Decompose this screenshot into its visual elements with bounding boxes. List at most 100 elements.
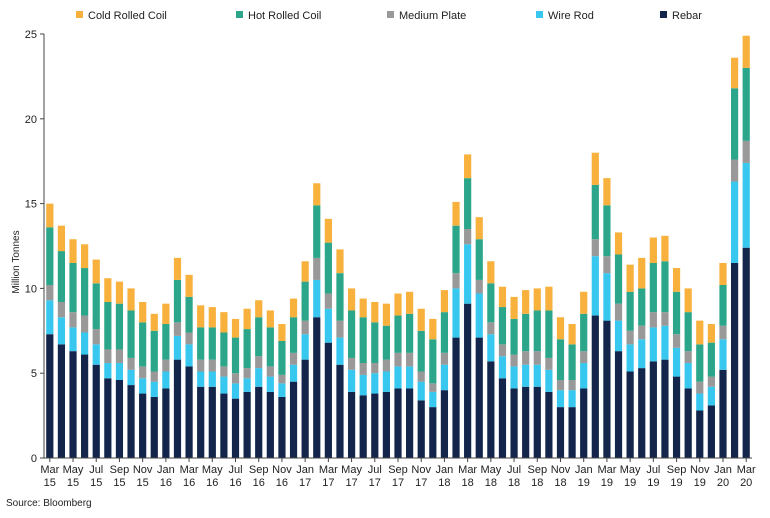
bar-rebar (417, 400, 425, 458)
source-note: Source: Bloomberg (6, 498, 92, 509)
bar-wire-rod (46, 300, 54, 335)
bar-wire-rod (719, 339, 727, 370)
bar-rebar (92, 364, 100, 458)
bar-medium-plate (406, 352, 414, 367)
bar-rebar (359, 395, 367, 458)
bar-rebar (382, 391, 390, 458)
bar-medium-plate (545, 357, 553, 370)
bar-wire-rod (452, 288, 460, 338)
bar-wire-rod (568, 390, 576, 408)
bar-cold-rolled-coil (243, 308, 251, 330)
bar-rebar (696, 410, 704, 458)
x-tick-label-month: Sep (667, 464, 687, 476)
bar-cold-rolled-coil (580, 291, 588, 314)
bar-hot-rolled-coil (545, 310, 553, 358)
x-tick-label-year: 18 (438, 477, 450, 489)
x-tick-label-year: 18 (531, 477, 543, 489)
bar-medium-plate (115, 349, 124, 364)
x-tick-label-year: 18 (508, 477, 520, 489)
bar-rebar (440, 390, 449, 458)
bar-rebar (510, 388, 518, 458)
bar-hot-rolled-coil (626, 291, 634, 331)
y-tick-label: 15 (25, 199, 37, 211)
bar-rebar (81, 354, 89, 458)
x-tick-label-month: Jan (714, 464, 732, 476)
x-tick-label-year: 19 (694, 477, 706, 489)
bars (46, 35, 750, 458)
bar-rebar (406, 388, 414, 458)
x-tick-label-year: 17 (392, 477, 404, 489)
bar-medium-plate (69, 312, 77, 328)
bar-medium-plate (81, 315, 89, 333)
bar-hot-rolled-coil (394, 315, 402, 353)
bar-rebar (719, 369, 727, 458)
bar-hot-rolled-coil (696, 344, 704, 382)
bar-rebar (231, 398, 240, 458)
bar-cold-rolled-coil (92, 259, 100, 284)
bar-wire-rod (510, 366, 518, 389)
x-tick-label-year: 15 (67, 477, 79, 489)
bar-rebar (661, 359, 669, 458)
legend-label-cold-rolled-coil: Cold Rolled Coil (88, 10, 167, 22)
bar-medium-plate (626, 330, 634, 345)
bar-rebar (475, 337, 483, 458)
y-tick-label: 10 (25, 283, 37, 295)
bar-rebar (556, 407, 565, 458)
bar-wire-rod (684, 363, 692, 389)
bar-wire-rod (150, 381, 158, 397)
bar-cold-rolled-coil (696, 320, 704, 345)
x-tick-label-month: Nov (690, 464, 710, 476)
bar-medium-plate (150, 371, 158, 382)
bar-wire-rod (289, 364, 298, 382)
bar-cold-rolled-coil (57, 225, 66, 252)
bar-rebar (684, 388, 692, 458)
bar-rebar (115, 379, 124, 458)
bar-hot-rolled-coil (115, 303, 124, 350)
x-tick-label-month: Jul (89, 464, 103, 476)
bar-wire-rod (162, 371, 170, 389)
bar-medium-plate (382, 359, 390, 372)
bar-rebar (185, 366, 193, 458)
legend-label-medium-plate: Medium Plate (399, 10, 466, 22)
x-tick-label-month: Nov (272, 464, 292, 476)
bar-wire-rod (243, 378, 251, 392)
bar-cold-rolled-coil (394, 293, 402, 316)
x-tick-label-month: Mar (40, 464, 59, 476)
bar-hot-rolled-coil (684, 312, 692, 352)
bar-medium-plate (742, 140, 750, 163)
bar-cold-rolled-coil (289, 298, 298, 318)
bar-hot-rolled-coil (81, 268, 89, 316)
bar-wire-rod (440, 364, 449, 391)
bar-rebar (347, 391, 356, 458)
x-tick-label-month: Mar (597, 464, 616, 476)
bar-rebar (591, 315, 599, 458)
bar-hot-rolled-coil (289, 317, 298, 353)
bar-wire-rod (591, 256, 599, 316)
x-axis: Mar15May15Jul15Sep15Nov15Jan16Mar16May16… (40, 457, 756, 489)
x-tick-label-year: 19 (601, 477, 613, 489)
bar-cold-rolled-coil (173, 257, 182, 280)
bar-wire-rod (417, 381, 425, 401)
bar-medium-plate (440, 352, 449, 365)
bar-wire-rod (197, 371, 205, 387)
bar-hot-rolled-coil (440, 312, 449, 353)
x-tick-label-year: 15 (90, 477, 102, 489)
bar-medium-plate (580, 351, 588, 364)
bar-medium-plate (417, 371, 425, 382)
bar-rebar (69, 351, 77, 458)
x-tick-label-year: 19 (578, 477, 590, 489)
bar-cold-rolled-coil (127, 288, 135, 311)
bar-hot-rolled-coil (185, 296, 193, 333)
bar-hot-rolled-coil (580, 313, 588, 352)
bar-cold-rolled-coil (69, 239, 77, 263)
bar-medium-plate (603, 256, 611, 274)
legend: Cold Rolled Coil Hot Rolled Coil Medium Pl… (76, 10, 702, 22)
bar-cold-rolled-coil (719, 262, 727, 286)
bar-wire-rod (115, 363, 124, 380)
x-tick-label-month: May (620, 464, 641, 476)
bar-cold-rolled-coil (417, 308, 425, 331)
bar-medium-plate (336, 320, 344, 338)
x-tick-label-year: 18 (485, 477, 497, 489)
bar-hot-rolled-coil (208, 327, 216, 360)
bar-medium-plate (266, 366, 274, 377)
